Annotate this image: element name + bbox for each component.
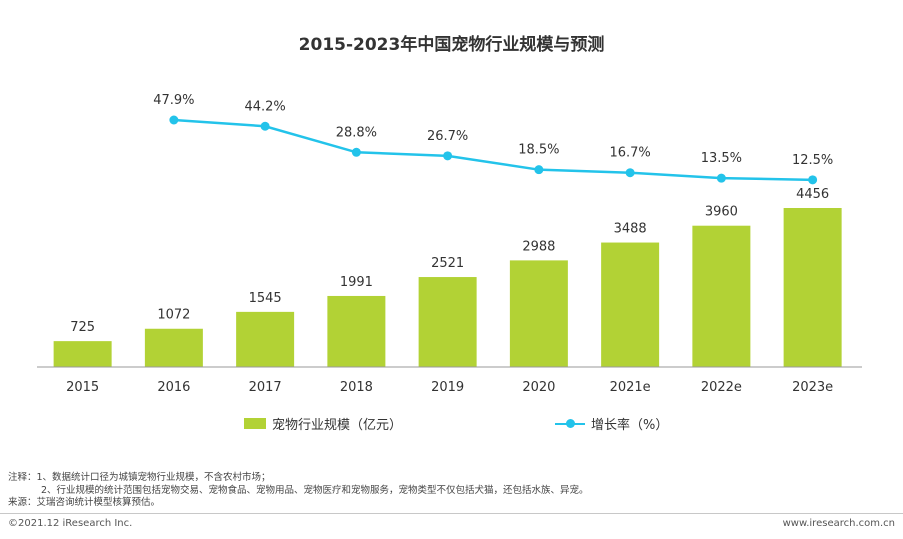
bar <box>783 208 842 367</box>
bar-value-label: 3960 <box>705 205 738 220</box>
legend-line-swatch <box>555 418 585 429</box>
copyright: ©2021.12 iResearch Inc. <box>8 518 133 529</box>
growth-rate-point <box>260 121 270 131</box>
bar <box>144 328 203 367</box>
x-tick-label: 2019 <box>431 380 464 395</box>
growth-rate-point <box>443 151 453 161</box>
bar <box>327 295 386 367</box>
x-tick-label: 2022e <box>701 380 742 395</box>
bar-value-label: 2988 <box>522 239 555 254</box>
x-tick-label: 2016 <box>157 380 190 395</box>
source-note: 来源：艾瑞咨询统计模型核算预估。 <box>8 497 161 508</box>
website-link[interactable]: www.iresearch.com.cn <box>782 518 895 529</box>
growth-rate-line <box>173 118 813 182</box>
growth-rate-point <box>534 165 544 175</box>
bar-value-label: 1072 <box>157 308 190 323</box>
growth-rate-label: 18.5% <box>518 143 559 158</box>
bar <box>53 341 112 367</box>
x-tick-label: 2017 <box>249 380 282 395</box>
growth-rate-label: 12.5% <box>792 153 833 168</box>
legend-item-line: 增长率（%） <box>555 414 668 433</box>
x-tick-label: 2020 <box>522 380 555 395</box>
note-line-2: 2、行业规模的统计范围包括宠物交易、宠物食品、宠物用品、宠物医疗和宠物服务，宠物… <box>41 484 589 496</box>
growth-rate-point <box>808 175 818 185</box>
growth-rate-point <box>169 115 179 125</box>
legend-line-label: 增长率（%） <box>591 418 669 433</box>
notes: 注释：1、数据统计口径为城镇宠物行业规模，不含农村市场； 2、行业规模的统计范围… <box>8 472 589 510</box>
bar-value-label: 725 <box>70 320 95 335</box>
bar-value-label: 3488 <box>614 222 647 237</box>
legend-bar-swatch <box>244 418 266 429</box>
legend-item-bar: 宠物行业规模（亿元） <box>244 414 402 433</box>
growth-rate-label: 28.8% <box>336 125 377 140</box>
bar <box>692 225 751 367</box>
bar-value-label: 1545 <box>249 291 282 306</box>
bar <box>236 311 295 367</box>
growth-rate-point <box>625 168 635 178</box>
bar <box>509 260 568 367</box>
bar <box>601 242 660 367</box>
x-axis-ticks: 2015 2016 2017 2018 2019 2020 2021e 2022e 2023e <box>66 380 833 395</box>
chart-title: 2015-2023年中国宠物行业规模与预测 <box>298 35 605 55</box>
x-tick-label: 2015 <box>66 380 99 395</box>
note-line-1: 注释：1、数据统计口径为城镇宠物行业规模，不含农村市场； <box>8 472 271 483</box>
chart-plot: 725 1072 1545 1991 2521 2988 3488 3960 4456 2015… <box>37 93 862 395</box>
x-tick-label: 2018 <box>340 380 373 395</box>
growth-rate-label: 16.7% <box>609 146 650 161</box>
growth-rate-label: 13.5% <box>701 151 742 166</box>
growth-rate-point <box>716 173 726 183</box>
bar-value-label: 4456 <box>796 187 829 202</box>
growth-rate-label: 47.9% <box>153 93 194 108</box>
growth-rate-label: 44.2% <box>244 99 285 114</box>
bar-value-label: 1991 <box>340 275 373 290</box>
bar <box>418 277 477 367</box>
legend-bar-label: 宠物行业规模（亿元） <box>272 418 403 433</box>
growth-rate-label: 26.7% <box>427 129 468 144</box>
x-tick-label: 2021e <box>610 380 651 395</box>
bar-value-label: 2521 <box>431 256 464 271</box>
growth-rate-series: 47.9% 44.2% 28.8% 26.7% 18.5% 16.7% 13.5% 12.5% <box>153 93 833 185</box>
growth-rate-point <box>351 147 361 157</box>
bar-series: 725 1072 1545 1991 2521 2988 3488 3960 4456 <box>53 187 842 367</box>
footer-divider <box>0 513 903 514</box>
x-tick-label: 2023e <box>792 380 833 395</box>
